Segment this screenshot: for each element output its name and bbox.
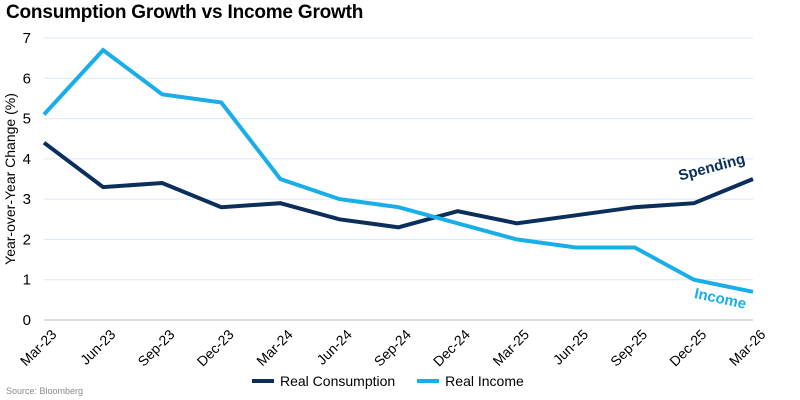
x-tick-label: Mar-24 xyxy=(253,326,296,369)
x-tick-label: Dec-25 xyxy=(666,326,709,369)
legend-item-real-income: Real Income xyxy=(417,373,524,389)
x-tick-label: Sep-24 xyxy=(371,326,414,369)
y-tick-label: 4 xyxy=(23,151,31,168)
x-tick-label: Dec-23 xyxy=(193,326,236,369)
x-tick-label: Mar-23 xyxy=(17,326,60,369)
series-line-real-income xyxy=(42,47,754,294)
y-tick-label: 2 xyxy=(23,231,31,248)
y-tick-label: 6 xyxy=(23,70,31,87)
y-tick-label: 5 xyxy=(23,111,31,128)
legend-label-consumption: Real Consumption xyxy=(280,373,396,389)
x-tick-label: Jun-25 xyxy=(550,326,592,368)
y-tick-label: 1 xyxy=(23,272,31,289)
series-line-real-consumption xyxy=(42,141,754,230)
y-tick-label: 7 xyxy=(23,30,31,47)
x-tick-label: Jun-24 xyxy=(313,326,355,368)
legend-swatch-consumption xyxy=(252,379,274,383)
series-lines xyxy=(42,47,754,294)
source-note: Source: Bloomberg xyxy=(6,386,84,396)
x-tick-label: Jun-23 xyxy=(77,326,119,368)
x-tick-label: Dec-24 xyxy=(430,326,473,369)
axis-labels: 0 1 2 3 4 5 6 7 Year-over-Year Change (%) Mar-23 J… xyxy=(2,30,769,369)
grid-lines xyxy=(44,37,753,281)
x-tick-label: Sep-25 xyxy=(607,326,650,369)
legend: Real Consumption Real Income xyxy=(252,373,546,389)
chart-title: Consumption Growth vs Income Growth xyxy=(6,2,364,23)
legend-swatch-income xyxy=(417,379,440,383)
legend-item-real-consumption: Real Consumption xyxy=(252,373,395,389)
x-tick-label: Sep-23 xyxy=(134,326,177,369)
y-tick-label: 0 xyxy=(23,312,31,329)
x-tick-label: Mar-26 xyxy=(726,326,769,369)
x-tick-label: Mar-25 xyxy=(489,326,532,369)
y-tick-label: 3 xyxy=(23,191,31,208)
annotation-spending: Spending xyxy=(677,150,747,184)
y-axis-title: Year-over-Year Change (%) xyxy=(2,93,18,265)
legend-label-income: Real Income xyxy=(445,373,524,389)
